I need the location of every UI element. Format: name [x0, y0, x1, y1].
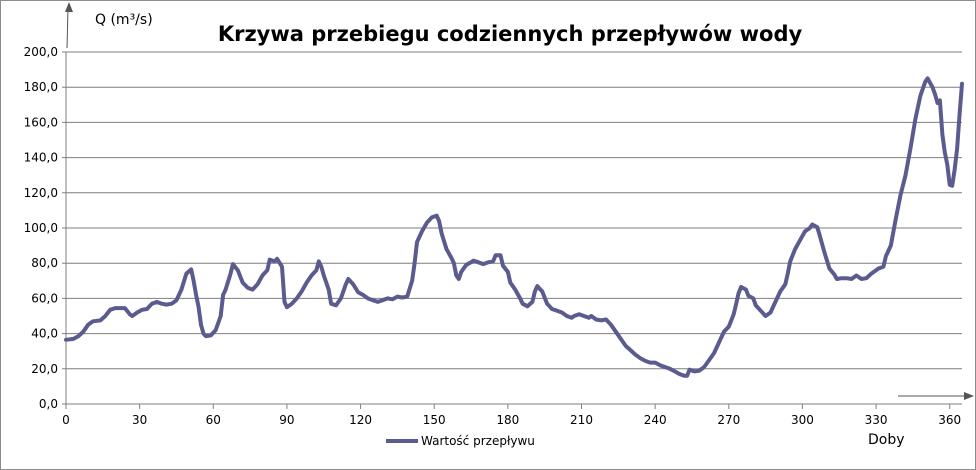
y-tick-label: 20,0: [31, 362, 58, 376]
x-tick-label: 210: [570, 413, 593, 427]
x-tick-label: 120: [349, 413, 372, 427]
x-tick-label: 270: [717, 413, 740, 427]
x-tick-label: 360: [938, 413, 961, 427]
y-tick-label: 200,0: [24, 45, 58, 59]
y-axis-arrow-head: [65, 2, 73, 12]
y-tick-labels: 0,0 20,0 40,0 60,0 80,0 100,0 120,0 140,0 160,0 1…: [24, 45, 58, 411]
x-tick-labels: 0 30 60 90 120 150 180 210 240 270 300 330 360: [62, 413, 961, 427]
series-line-wartosc-przeplywu: [64, 76, 964, 378]
x-axis-label: Doby: [868, 432, 905, 448]
x-tick-label: 180: [496, 413, 519, 427]
y-tick-label: 100,0: [24, 221, 58, 235]
x-tick-label: 150: [423, 413, 446, 427]
y-tick-label: 120,0: [24, 186, 58, 200]
y-tick-label: 0,0: [39, 397, 58, 411]
y-tick-label: 180,0: [24, 80, 58, 94]
legend: Wartość przepływu: [386, 434, 535, 448]
gridlines: [62, 51, 962, 409]
x-tick-label: 60: [206, 413, 221, 427]
y-axis-label: Q (m³/s): [95, 12, 153, 28]
y-axis-arrow-shaft: [66, 7, 69, 49]
x-tick-label: 90: [279, 413, 294, 427]
y-tick-label: 160,0: [24, 115, 58, 129]
y-tick-label: 80,0: [31, 256, 58, 270]
y-tick-label: 40,0: [31, 327, 58, 341]
y-tick-label: 140,0: [24, 151, 58, 165]
x-axis-arrow-head: [964, 392, 974, 400]
chart-title: Krzywa przebiegu codziennych przepływów …: [218, 22, 803, 46]
x-tick-label: 240: [644, 413, 667, 427]
x-tick-label: 300: [791, 413, 814, 427]
x-tick-label: 0: [62, 413, 70, 427]
legend-label: Wartość przepływu: [421, 434, 535, 448]
x-tick-label: 30: [132, 413, 147, 427]
axes: [65, 2, 974, 405]
x-tick-label: 330: [865, 413, 888, 427]
y-tick-label: 60,0: [31, 291, 58, 305]
